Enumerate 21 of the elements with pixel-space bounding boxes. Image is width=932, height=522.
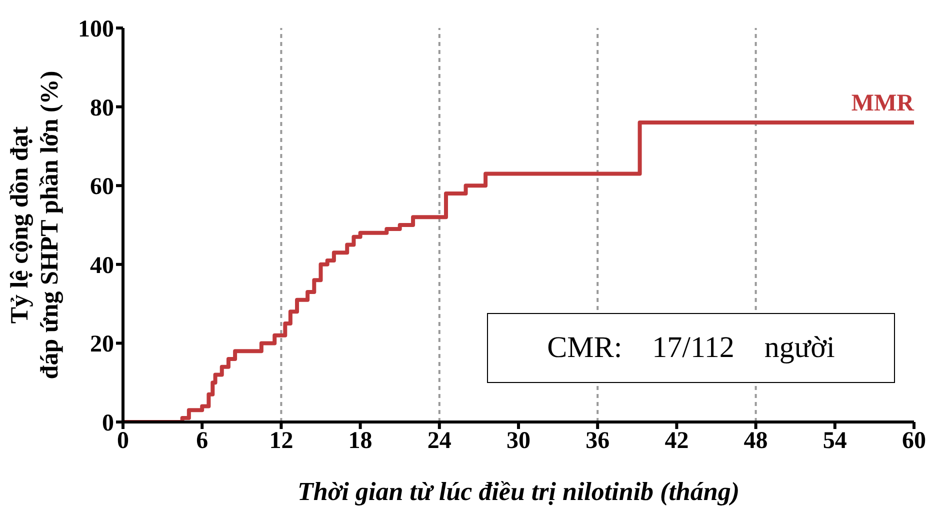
y-tick-label: 80 bbox=[90, 95, 114, 122]
y-tick-label: 60 bbox=[90, 174, 114, 200]
x-tick-label: 42 bbox=[664, 428, 689, 454]
x-tick-label: 54 bbox=[822, 428, 847, 454]
x-tick-label: 12 bbox=[269, 428, 294, 454]
y-tick-label: 100 bbox=[78, 16, 114, 43]
x-tick-label: 30 bbox=[506, 428, 530, 454]
y-tick-label: 0 bbox=[102, 410, 114, 437]
annotation: CMR: 17/112 người bbox=[547, 331, 835, 365]
x-tick-label: 36 bbox=[586, 428, 610, 454]
y-tick-label: 20 bbox=[90, 332, 114, 358]
x-tick-label: 60 bbox=[902, 428, 926, 454]
series-label: MMR bbox=[851, 90, 915, 117]
x-tick-label: 18 bbox=[348, 428, 372, 454]
x-tick-label: 24 bbox=[427, 428, 452, 454]
y-axis-title: Tỷ lệ cộng dồn đạt đáp ứng SHPT phần lớn (%) bbox=[6, 70, 64, 380]
text-box: CMR: 17/112 người bbox=[487, 313, 895, 383]
x-tick-label: 48 bbox=[744, 428, 768, 454]
y-tick-label: 40 bbox=[90, 252, 114, 279]
x-tick-label: 6 bbox=[196, 428, 208, 454]
x-axis-title: Thời gian từ lúc điều trị nilotinib (tháng) bbox=[297, 477, 740, 506]
